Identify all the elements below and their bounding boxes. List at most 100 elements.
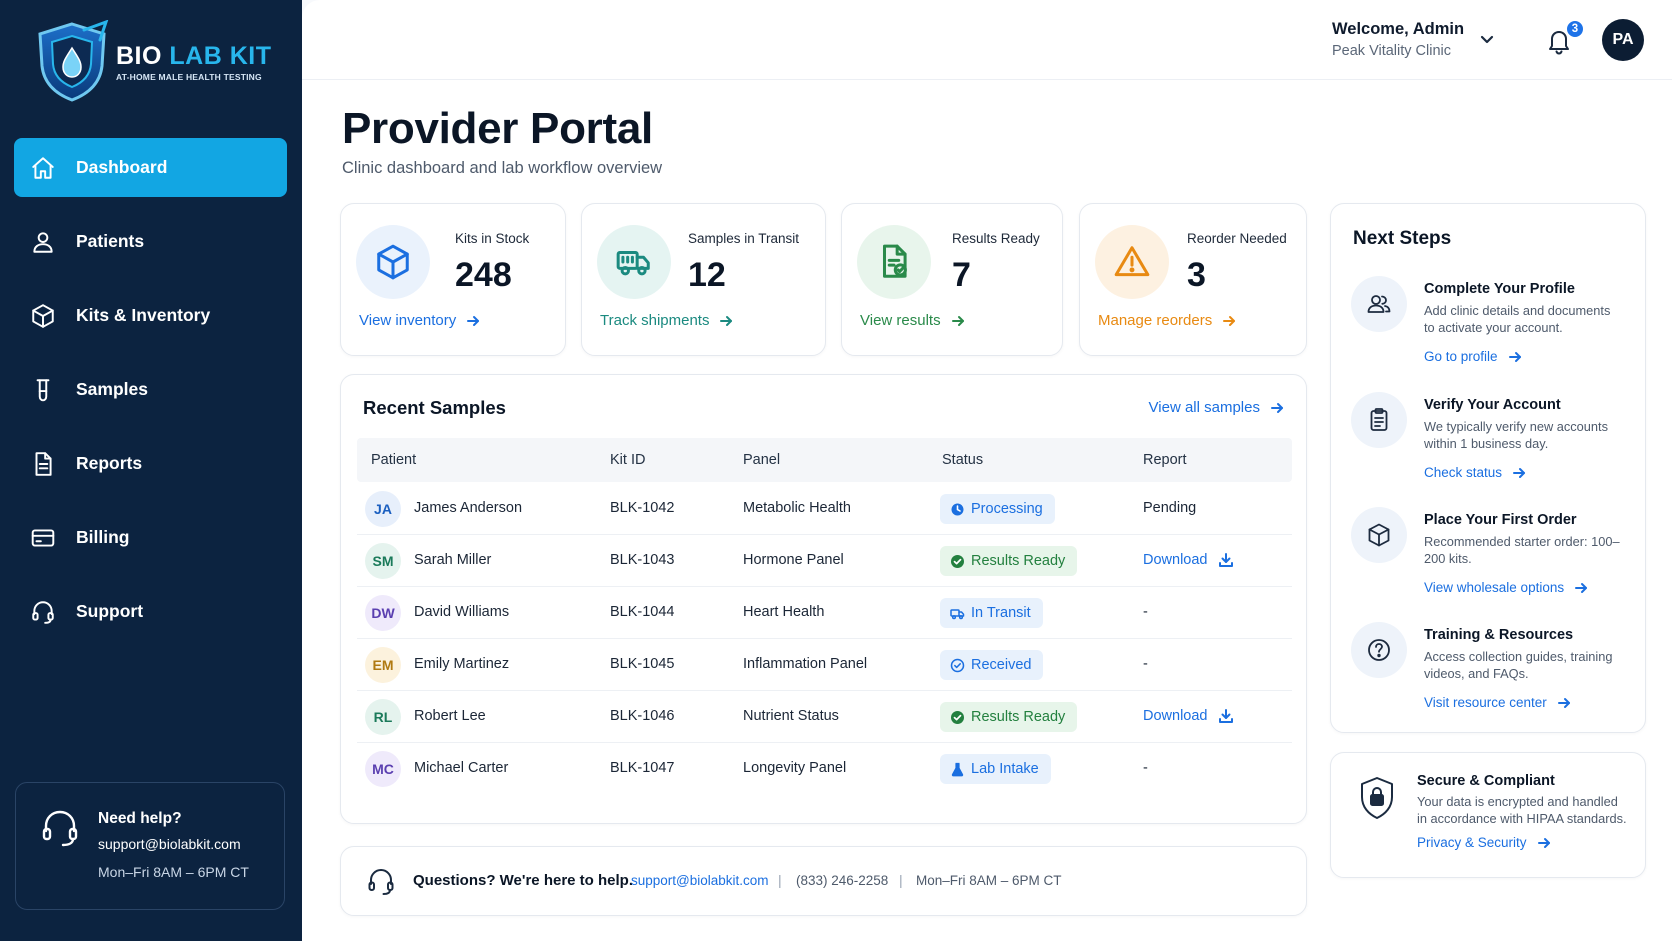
sidebar-item-dashboard[interactable]: Dashboard (14, 138, 287, 197)
stat-value: 7 (952, 256, 971, 294)
link-label: View results (860, 312, 941, 329)
sidebar-item-patients[interactable]: Patients (14, 212, 287, 271)
patient-name: Emily Martinez (414, 656, 510, 672)
page-title: Provider Portal (342, 104, 653, 153)
stat-card-kits-in-stock: Kits in Stock 248 View inventory (340, 203, 566, 356)
column-header: Report (1143, 452, 1187, 468)
track-shipments-link[interactable]: Track shipments (600, 312, 733, 329)
link-label: Check status (1424, 465, 1503, 480)
footer-question: Questions? We're here to help. (413, 872, 633, 889)
status-badge: In Transit (940, 598, 1043, 628)
privacy-security-link[interactable]: Privacy & Security (1417, 835, 1551, 850)
download-report-button[interactable]: Download (1143, 552, 1234, 568)
status-label: Received (971, 657, 1032, 673)
link-label: Manage reorders (1098, 312, 1213, 329)
sidebar-item-support[interactable]: Support (14, 582, 287, 641)
sidebar-item-reports[interactable]: Reports (14, 434, 287, 493)
footer-phone[interactable]: (833) 246-2258 (796, 873, 889, 888)
table-row[interactable]: EM Emily Martinez BLK-1045 Inflammation … (357, 639, 1292, 691)
check-circle-icon (950, 710, 965, 725)
step-title: Complete Your Profile (1424, 281, 1575, 297)
page-subtitle: Clinic dashboard and lab workflow overvi… (342, 159, 663, 177)
box-icon (30, 303, 56, 329)
table-header: Patient Kit ID Panel Status Report (357, 438, 1292, 482)
download-report-button[interactable]: Download (1143, 708, 1234, 724)
document-icon (30, 451, 56, 477)
view-inventory-link[interactable]: View inventory (359, 312, 480, 329)
table-row[interactable]: MC Michael Carter BLK-1047 Longevity Pan… (357, 743, 1292, 795)
kit-id: BLK-1045 (610, 656, 675, 672)
footer-email-link[interactable]: support@biolabkit.com (631, 873, 769, 888)
status-label: Results Ready (971, 553, 1066, 569)
sidebar-item-label: Support (76, 601, 144, 621)
sidebar-item-label: Billing (76, 527, 130, 547)
link-label: View all samples (1148, 399, 1260, 416)
headset-icon (30, 599, 56, 625)
report-status: - (1143, 760, 1148, 776)
step-title: Place Your First Order (1424, 512, 1577, 528)
status-badge: Lab Intake (940, 754, 1051, 784)
patient-name: Sarah Miller (414, 552, 492, 568)
file-check-icon (857, 225, 931, 299)
stat-label: Reorder Needed (1187, 231, 1287, 246)
section-title: Next Steps (1353, 228, 1452, 249)
status-label: In Transit (971, 605, 1031, 621)
step-description: Access collection guides, training video… (1424, 649, 1613, 681)
secure-title: Secure & Compliant (1417, 773, 1555, 789)
sidebar-item-kits-inventory[interactable]: Kits & Inventory (14, 286, 287, 345)
patient-name: James Anderson (414, 500, 523, 516)
view-results-link[interactable]: View results (860, 312, 965, 329)
chevron-down-icon[interactable] (1478, 30, 1496, 48)
sidebar-item-billing[interactable]: Billing (14, 508, 287, 567)
arrow-right-icon (1222, 314, 1236, 328)
panel-name: Heart Health (743, 604, 825, 620)
credit-card-icon (30, 525, 56, 551)
step-description: Add clinic details and documents to acti… (1424, 303, 1611, 335)
arrow-right-icon (1557, 696, 1571, 710)
view-all-samples-link[interactable]: View all samples (1149, 399, 1284, 416)
sidebar-item-label: Patients (76, 231, 145, 251)
kit-id: BLK-1046 (610, 708, 675, 724)
go-to-profile-link[interactable]: Go to profile (1424, 349, 1522, 364)
clipboard-icon (1351, 392, 1407, 448)
table-row[interactable]: JA James Anderson BLK-1042 Metabolic Hea… (357, 483, 1292, 535)
status-badge: Results Ready (940, 546, 1078, 576)
view-wholesale-options-link[interactable]: View wholesale options (1424, 580, 1588, 595)
footer-hours: Mon–Fri 8AM – 6PM CT (916, 873, 1062, 888)
welcome-text: Welcome, Admin (1332, 20, 1465, 38)
download-icon (1218, 708, 1234, 724)
kit-id: BLK-1042 (610, 500, 675, 516)
table-row[interactable]: SM Sarah Miller BLK-1043 Hormone Panel R… (357, 535, 1292, 587)
sidebar-item-samples[interactable]: Samples (14, 360, 287, 419)
column-header: Kit ID (610, 452, 646, 468)
test-tube-icon (30, 377, 56, 403)
section-title: Recent Samples (363, 397, 506, 418)
bell-icon[interactable] (1544, 26, 1574, 56)
box-icon (356, 225, 430, 299)
status-label: Results Ready (971, 709, 1066, 725)
patient-avatar: SM (365, 543, 401, 579)
sidebar-item-label: Reports (76, 453, 143, 473)
headset-icon (38, 805, 82, 849)
help-email-link[interactable]: support@biolabkit.com (98, 836, 241, 852)
visit-resource-center-link[interactable]: Visit resource center (1424, 695, 1571, 710)
check-status-link[interactable]: Check status (1424, 465, 1526, 480)
table-row[interactable]: RL Robert Lee BLK-1046 Nutrient Status R… (357, 691, 1292, 743)
brand-logo[interactable]: BIO LAB KIT AT-HOME MALE HEALTH TESTING (32, 20, 272, 104)
brand-name: BIO LAB KIT (116, 42, 272, 71)
manage-reorders-link[interactable]: Manage reorders (1098, 312, 1236, 329)
logo-shield-icon (38, 20, 109, 102)
link-label: Privacy & Security (1417, 835, 1527, 850)
user-menu[interactable]: Welcome, Admin Peak Vitality Clinic (1332, 20, 1464, 59)
arrow-right-icon (1537, 836, 1551, 850)
arrow-right-icon (951, 314, 965, 328)
panel-name: Metabolic Health (743, 500, 851, 516)
column-header: Status (942, 452, 984, 468)
avatar[interactable]: PA (1602, 19, 1644, 61)
arrow-right-icon (466, 314, 480, 328)
status-label: Processing (971, 501, 1043, 517)
table-row[interactable]: DW David Williams BLK-1044 Heart Health … (357, 587, 1292, 639)
patient-avatar: MC (365, 751, 401, 787)
separator: | (899, 872, 903, 888)
notification-badge: 3 (1565, 19, 1585, 39)
